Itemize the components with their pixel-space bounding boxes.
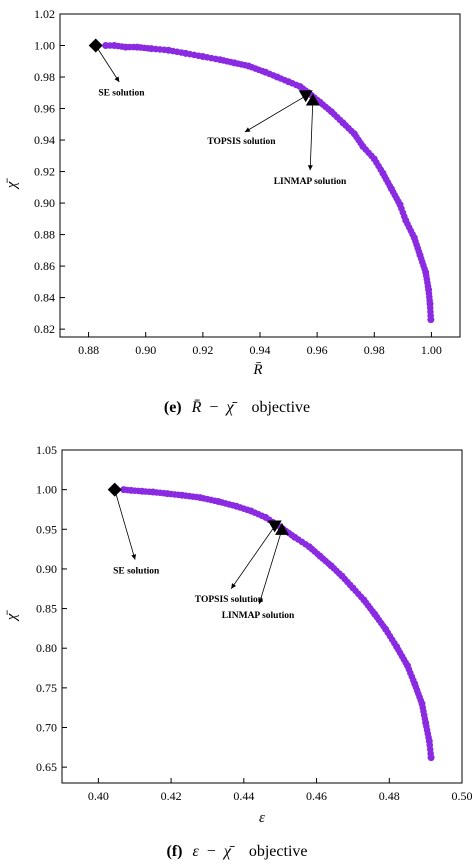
annotation-arrowhead [307, 165, 313, 171]
x-ticks-e: 0.88 0.90 0.92 0.94 0.96 0.98 1.00 [78, 332, 442, 357]
se-solution-marker [107, 482, 122, 497]
topsis-solution-marker [267, 520, 282, 533]
series-points-f [120, 486, 435, 762]
caption-y-symbol-e: χ̄ [224, 399, 237, 416]
y-tick-label: 1.02 [34, 7, 55, 21]
annotation-label: TOPSIS solution [195, 595, 264, 605]
annotation-arrow [258, 529, 283, 605]
solution-markers-f: SE solution TOPSIS solution LINMAP solutio… [107, 482, 295, 621]
annotation-label: LINMAP solution [222, 611, 295, 621]
chart-panel-e: 0.88 0.90 0.92 0.94 0.96 0.98 1.00 0.820.840.8… [4, 7, 461, 416]
annotation-label: LINMAP solution [274, 177, 347, 187]
caption-letter-f: (f) [166, 843, 182, 860]
y-tick-label: 0.86 [34, 259, 55, 273]
y-tick-label: 0.88 [34, 228, 55, 242]
y-tick-label: 0.98 [34, 70, 55, 84]
annotation-arrowhead [258, 598, 264, 605]
annotation-arrowhead [114, 76, 120, 83]
x-tick-label: 0.44 [233, 789, 254, 803]
y-tick-label: 0.75 [36, 681, 57, 695]
y-tick-label: 0.85 [36, 602, 57, 616]
x-ticks-f: 0.40 0.42 0.44 0.46 0.48 0.50 [88, 778, 473, 803]
y-axis-label-e: χ̄ [4, 178, 20, 191]
x-tick-label: 0.94 [250, 343, 271, 357]
x-tick-label: 0.48 [379, 789, 400, 803]
annotation-arrowhead [131, 554, 137, 560]
plot-frame-e [59, 13, 461, 338]
caption-e: (e) R̄ − χ̄ objective [164, 399, 310, 416]
caption-y-symbol-f: χ̄ [222, 843, 235, 860]
y-tick-label: 0.65 [36, 760, 57, 774]
x-tick-label: 0.98 [364, 343, 385, 357]
series-points-e [102, 42, 435, 324]
y-tick-label: 0.82 [34, 322, 55, 336]
topsis-solution-marker [298, 90, 313, 103]
x-tick-label: 0.92 [192, 343, 213, 357]
x-axis-label-e: R̄ [252, 362, 262, 378]
caption-x-symbol-e: R̄ [191, 399, 202, 416]
x-tick-label: 0.90 [135, 343, 156, 357]
data-point [427, 754, 435, 762]
x-tick-label: 0.96 [307, 343, 328, 357]
x-tick-label: 1.00 [421, 343, 442, 357]
y-tick-label: 0.84 [34, 291, 55, 305]
annotation-arrowhead [231, 583, 237, 589]
y-axis-label-f: χ̄ [4, 610, 20, 623]
y-ticks-f: 0.65 0.70 0.75 0.80 0.85 0.90 0.95 1.00 1.05 [36, 443, 67, 774]
annotation-arrow [309, 99, 314, 171]
y-tick-label: 0.96 [34, 102, 55, 116]
x-tick-label: 0.88 [78, 343, 99, 357]
annotation-label: TOPSIS solution [207, 137, 276, 147]
x-tick-label: 0.50 [452, 789, 473, 803]
caption-minus-f: − [207, 843, 216, 860]
y-tick-label: 0.70 [36, 721, 57, 735]
y-tick-label: 0.80 [36, 641, 57, 655]
caption-x-symbol-f: ε [192, 843, 199, 860]
y-tick-label: 0.90 [36, 562, 57, 576]
caption-letter-e: (e) [164, 399, 182, 416]
caption-word-f: objective [249, 843, 308, 860]
caption-word-e: objective [251, 399, 310, 416]
x-axis-label-f: ε [259, 810, 265, 826]
y-ticks-e: 0.82 0.84 0.86 0.88 0.90 0.92 0.94 0.96 0.98 1.00… [34, 7, 65, 336]
y-tick-label: 1.05 [36, 443, 57, 457]
caption-f: (f) ε − χ̄ objective [166, 843, 307, 860]
annotation-label: SE solution [113, 566, 160, 576]
plot-frame-f [61, 449, 463, 784]
x-tick-label: 0.42 [161, 789, 182, 803]
y-tick-label: 0.94 [34, 133, 55, 147]
chart-panel-f: 0.40 0.42 0.44 0.46 0.48 0.50 0.65 0.70 0.75 0.8… [4, 443, 473, 860]
x-tick-label: 0.40 [88, 789, 109, 803]
annotation-arrow [230, 525, 276, 589]
annotation-arrow [244, 95, 306, 133]
linmap-solution-marker [275, 522, 289, 535]
annotation-arrowhead [244, 127, 251, 133]
annotation-arrow [114, 489, 136, 560]
data-point [427, 316, 435, 324]
y-tick-label: 0.92 [34, 165, 55, 179]
linmap-solution-marker [305, 93, 320, 106]
annotation-label: SE solution [98, 88, 145, 98]
annotation-arrow [95, 45, 120, 83]
solution-markers-e: SE solution TOPSIS solution LINMAP solutio… [88, 38, 347, 187]
se-solution-marker [88, 38, 103, 53]
y-tick-label: 1.00 [36, 483, 57, 497]
y-tick-label: 0.90 [34, 196, 55, 210]
caption-minus-e: − [209, 399, 218, 416]
x-tick-label: 0.46 [306, 789, 327, 803]
y-tick-label: 0.95 [36, 522, 57, 536]
y-tick-label: 1.00 [34, 39, 55, 53]
